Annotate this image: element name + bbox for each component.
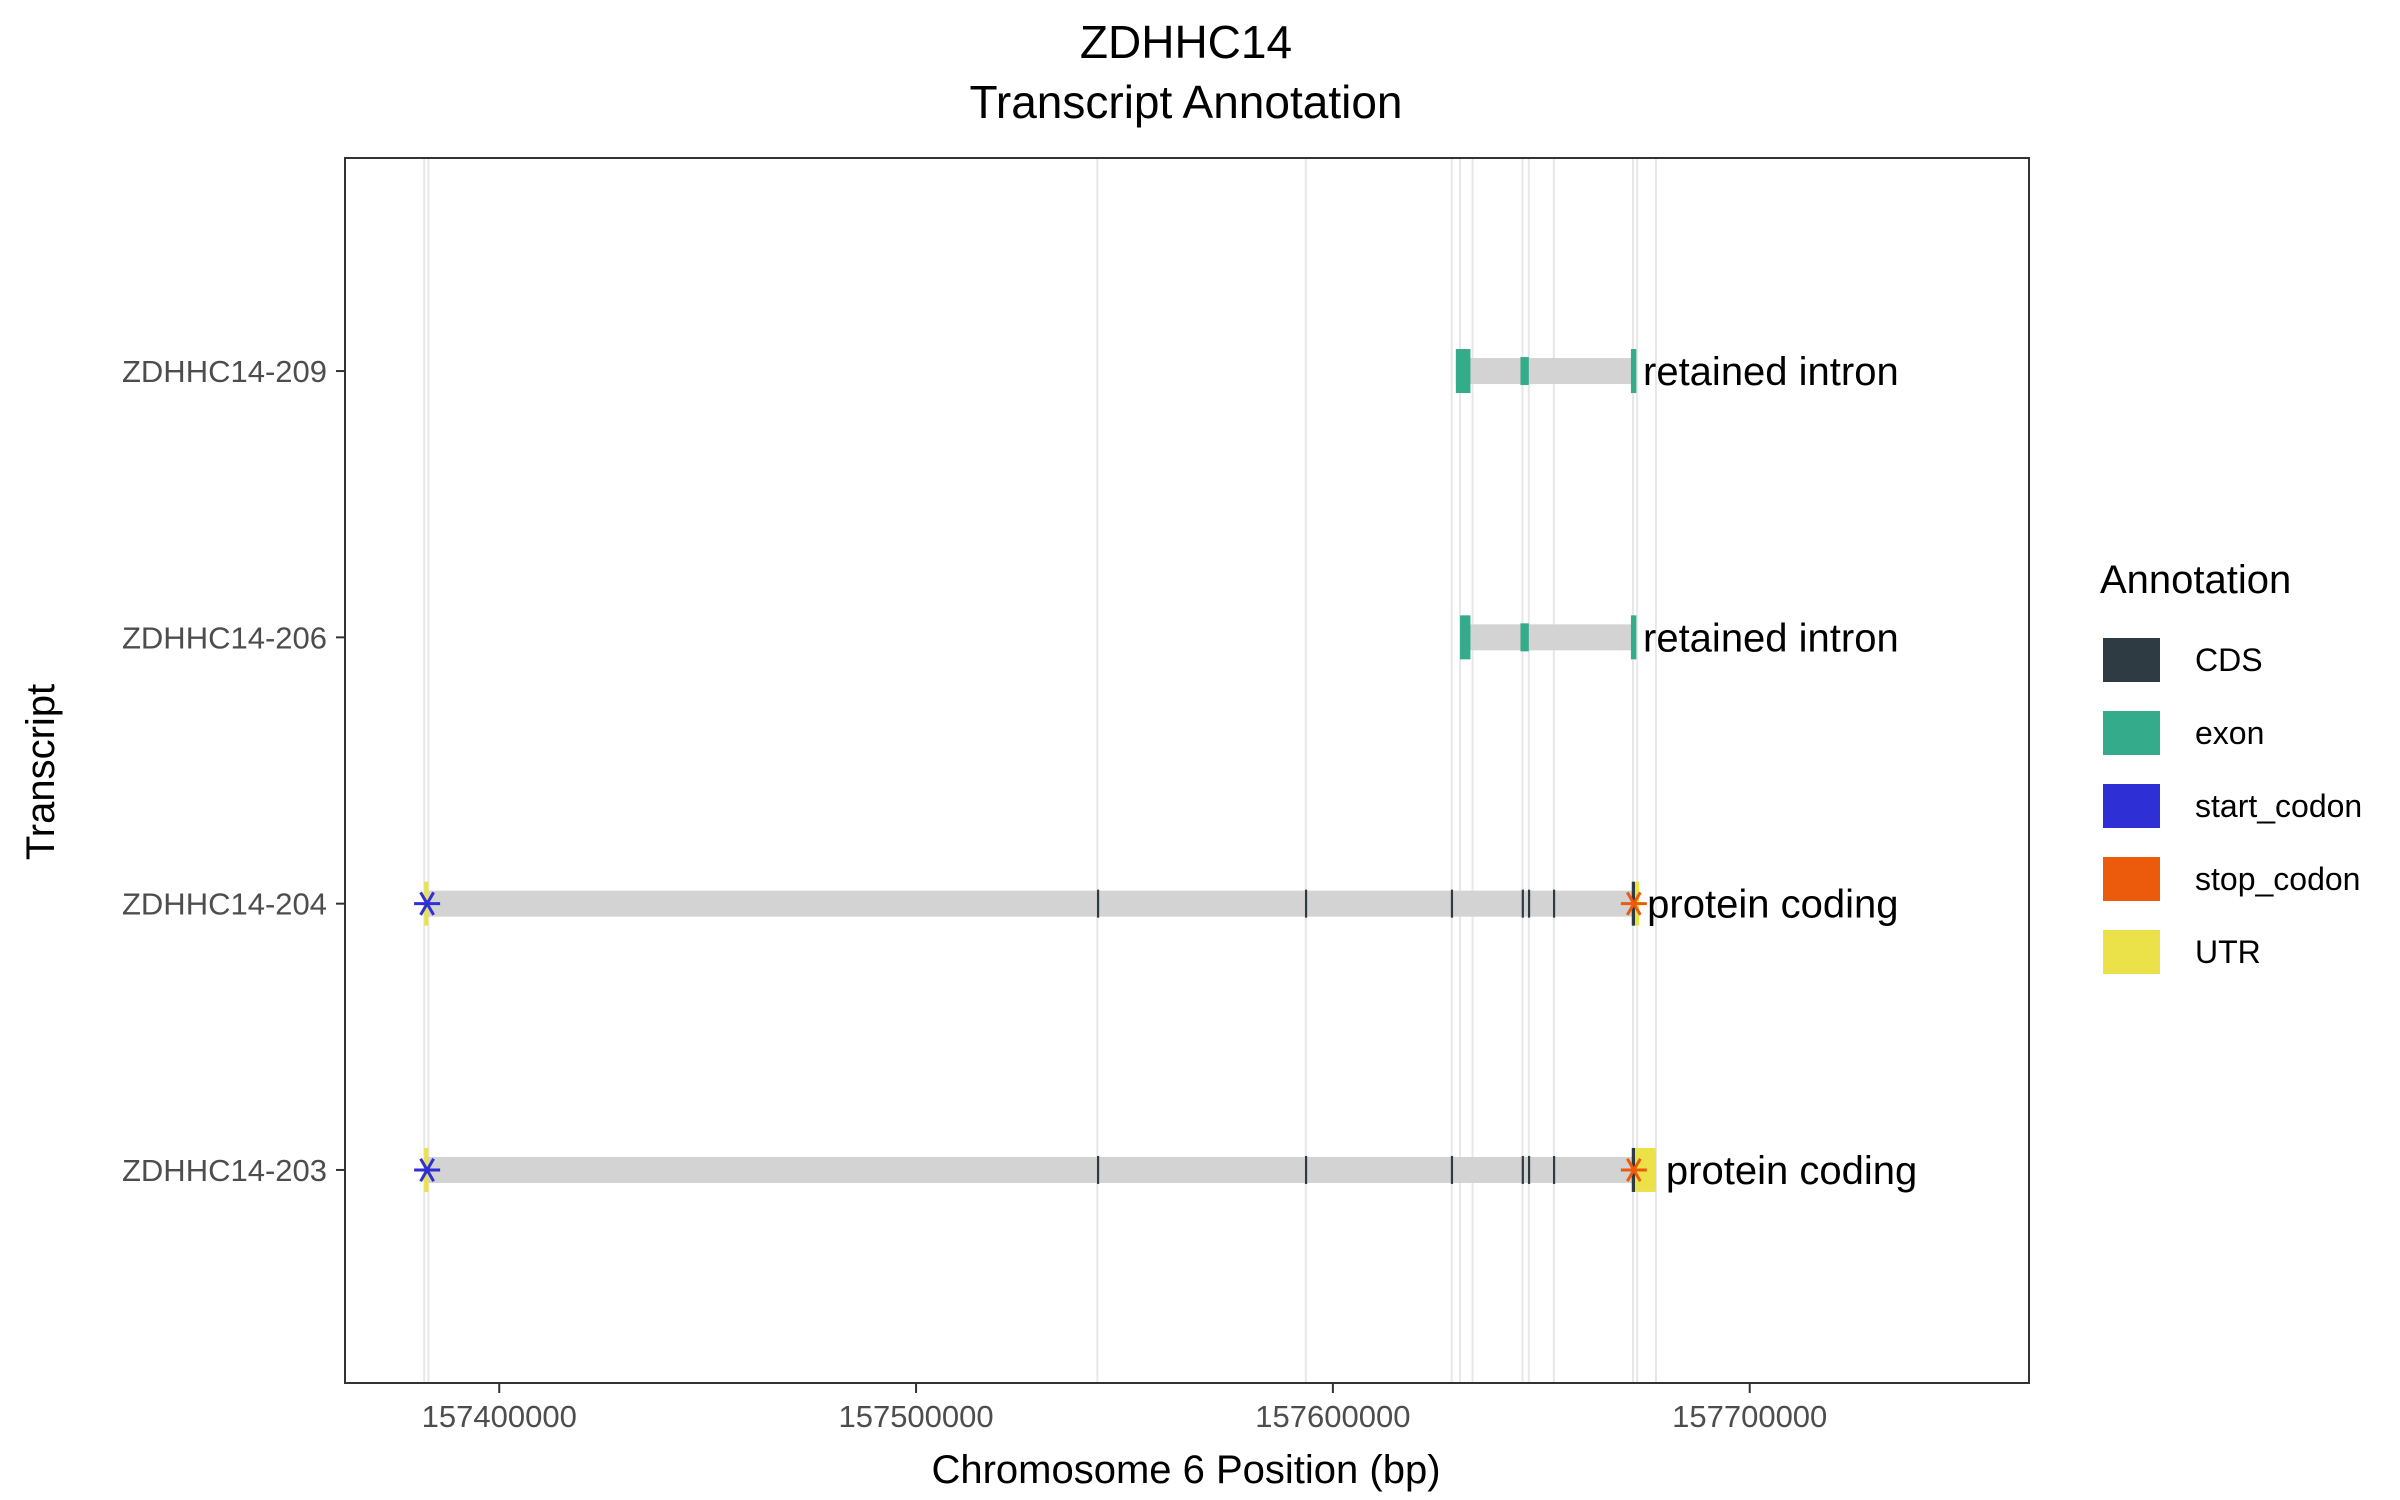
cds-block [1527, 889, 1531, 918]
legend-title: Annotation [2100, 558, 2291, 602]
legend-swatch-start-codon [2103, 784, 2160, 828]
intron-bar [1460, 624, 1634, 651]
cds-block [1096, 1155, 1100, 1184]
legend-swatch-UTR [2103, 930, 2160, 974]
cds-block [1304, 1155, 1308, 1184]
transcript-biotype-label: protein coding [1666, 1149, 1917, 1193]
transcript-track: protein coding [414, 881, 1898, 927]
exon-block [1630, 615, 1637, 660]
y-tick-label: ZDHHC14-203 [122, 1153, 327, 1188]
y-axis: ZDHHC14-209 ZDHHC14-206 ZDHHC14-204 ZDHHC14… [122, 354, 345, 1188]
transcript-biotype-label: retained intron [1643, 616, 1899, 660]
intron-bar [424, 890, 1638, 917]
transcript-biotype-label: protein coding [1647, 883, 1898, 927]
stop-codon-marker [1620, 891, 1647, 916]
transcript-track: retained intron [1455, 349, 1899, 394]
transcript-track: retained intron [1460, 615, 1899, 660]
start-codon-marker [414, 1157, 441, 1182]
x-tick-label: 157600000 [1255, 1399, 1410, 1434]
exon-block [1520, 623, 1529, 652]
intron-bar [1455, 358, 1634, 385]
cds-block [1304, 889, 1308, 918]
grid-lines [423, 158, 1657, 1383]
cds-block [1552, 889, 1556, 918]
cds-block [1521, 889, 1524, 918]
y-tick-label: ZDHHC14-209 [122, 354, 327, 389]
legend-label-exon: exon [2195, 715, 2264, 751]
x-tick-label: 157500000 [838, 1399, 993, 1434]
y-tick-label: ZDHHC14-204 [122, 887, 327, 922]
chart-title-line2: Transcript Annotation [970, 76, 1403, 128]
legend-swatch-stop-codon [2103, 857, 2160, 901]
stop-codon-marker [1620, 1157, 1647, 1182]
transcript-tracks: retained intron retained intron protein co… [414, 349, 1917, 1193]
exon-block [1520, 357, 1529, 386]
legend-swatch-exon [2103, 711, 2160, 755]
chart-title-line1: ZDHHC14 [1080, 16, 1292, 68]
start-codon-marker [414, 891, 441, 916]
cds-block [1450, 1155, 1454, 1184]
transcript-track: protein coding [414, 1147, 1917, 1193]
cds-block [1552, 1155, 1556, 1184]
exon-block [1630, 349, 1637, 394]
y-axis-title: Transcript [19, 684, 63, 860]
intron-bar [424, 1156, 1656, 1183]
y-tick-label: ZDHHC14-206 [122, 620, 327, 655]
legend-label-stop-codon: stop_codon [2195, 861, 2360, 897]
exon-block [1460, 615, 1471, 660]
plot-panel-border [344, 157, 2030, 1384]
cds-block [1521, 1155, 1524, 1184]
x-tick-label: 157400000 [422, 1399, 577, 1434]
legend-swatch-CDS [2103, 638, 2160, 682]
x-axis: 157400000 157500000 157600000 157700000 [422, 1383, 1827, 1434]
x-axis-title: Chromosome 6 Position (bp) [931, 1448, 1440, 1492]
transcript-biotype-label: retained intron [1643, 350, 1899, 394]
legend-label-UTR: UTR [2195, 934, 2261, 970]
cds-block [1527, 1155, 1531, 1184]
cds-block [1450, 889, 1454, 918]
x-tick-label: 157700000 [1672, 1399, 1827, 1434]
legend: Annotation CDS exon start_codon stop_codon U… [2100, 558, 2362, 974]
legend-label-CDS: CDS [2195, 642, 2263, 678]
exon-block [1455, 349, 1471, 394]
legend-label-start-codon: start_codon [2195, 788, 2362, 824]
cds-block [1096, 889, 1100, 918]
